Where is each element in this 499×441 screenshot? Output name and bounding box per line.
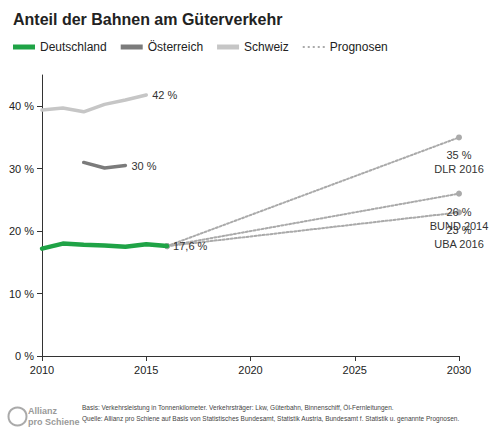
svg-text:Quelle: Allianz pro Schiene au: Quelle: Allianz pro Schiene auf Basis vo… (82, 415, 459, 423)
svg-text:40 %: 40 % (9, 100, 34, 112)
svg-text:Prognosen: Prognosen (330, 40, 388, 54)
svg-text:2025: 2025 (343, 364, 367, 376)
svg-text:BUND 2014: BUND 2014 (429, 219, 489, 232)
svg-text:2010: 2010 (30, 364, 54, 376)
svg-text:pro Schiene: pro Schiene (28, 417, 80, 427)
svg-text:10 %: 10 % (9, 288, 34, 300)
svg-text:DLR 2016: DLR 2016 (434, 163, 484, 175)
svg-text:Anteil der Bahnen am Güterverk: Anteil der Bahnen am Güterverkehr (13, 11, 282, 28)
svg-text:42 %: 42 % (152, 89, 177, 101)
svg-text:20 %: 20 % (9, 225, 34, 237)
svg-text:Schweiz: Schweiz (244, 40, 289, 54)
svg-text:35 %: 35 % (446, 149, 471, 161)
svg-text:Österreich: Österreich (148, 40, 203, 54)
svg-text:2015: 2015 (134, 364, 158, 376)
svg-text:Deutschland: Deutschland (40, 40, 107, 54)
svg-text:23 %: 23 % (446, 224, 471, 236)
svg-text:2030: 2030 (447, 364, 471, 376)
svg-text:0 %: 0 % (15, 350, 34, 362)
svg-text:UBA 2016: UBA 2016 (434, 238, 484, 250)
svg-text:30 %: 30 % (131, 160, 156, 172)
svg-text:Basis: Verkehrsleistung in Ton: Basis: Verkehrsleistung in Tonnenkilomet… (82, 404, 394, 412)
svg-text:30 %: 30 % (9, 163, 34, 175)
svg-text:26 %: 26 % (446, 206, 471, 218)
svg-text:Allianz: Allianz (28, 406, 58, 416)
svg-text:2020: 2020 (238, 364, 262, 376)
svg-text:17,6 %: 17,6 % (173, 240, 207, 252)
